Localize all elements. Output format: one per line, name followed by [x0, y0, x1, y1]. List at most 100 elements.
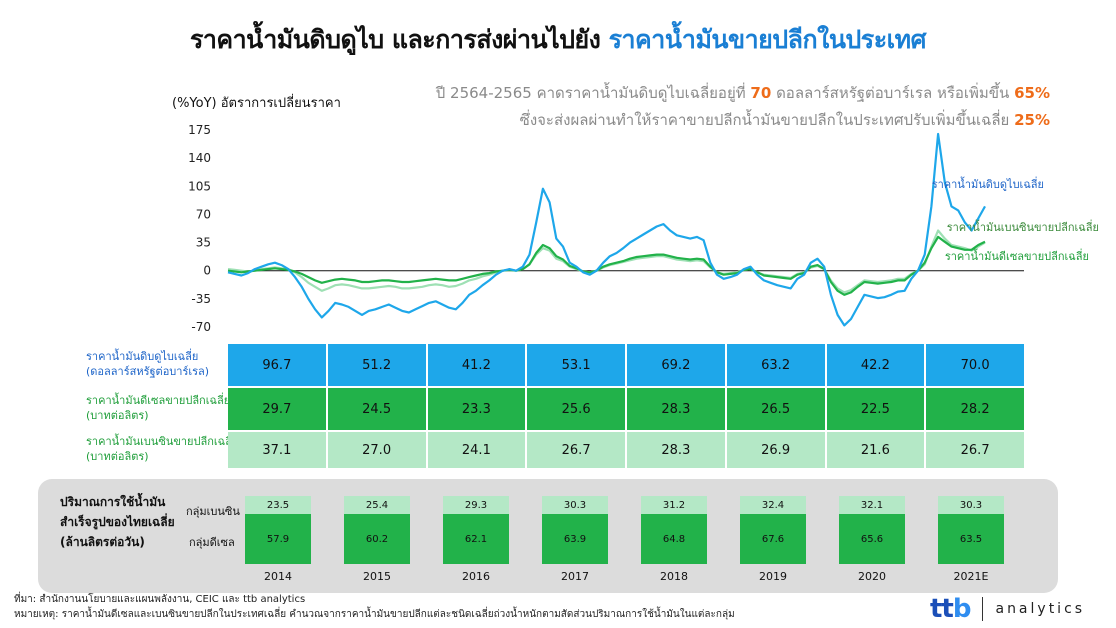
bar-gasoline-value: 30.3 [938, 496, 1004, 514]
consumption-bar: 29.3 62.1 [443, 496, 509, 564]
table-cell: 96.7 [262, 357, 292, 373]
y-tick-label: 105 [188, 179, 211, 193]
row-label-diesel-l2: (บาทต่อลิตร) [86, 409, 149, 422]
segment-label-diesel: กลุ่มดีเซล [189, 536, 235, 549]
table-cell: 26.7 [525, 432, 625, 468]
table-cell: 42.2 [824, 344, 925, 386]
table-cell: 27.0 [325, 432, 426, 468]
table-cell: 26.9 [724, 432, 825, 468]
table-cell: 41.2 [425, 344, 526, 386]
table-cell: 28.3 [625, 388, 725, 430]
year-label: 2015 [363, 570, 391, 583]
y-tick-label: -70 [191, 320, 211, 334]
consumption-bar: 32.1 65.6 [839, 496, 905, 564]
title-part2: ราคาน้ำมันขายปลีกในประเทศ [608, 25, 927, 54]
row-label-gasoline: ราคาน้ำมันเบนซินขายปลีกเฉลี่ย (บาทต่อลิต… [86, 434, 238, 464]
table-cell: 24.5 [325, 388, 426, 430]
logo-brand: ttb [930, 594, 972, 624]
bar-diesel-value: 62.1 [443, 514, 509, 564]
bar-diesel-value: 57.9 [245, 514, 311, 564]
bar-gasoline-value: 23.5 [245, 496, 311, 514]
consumption-bar: 32.4 67.6 [740, 496, 806, 564]
table-cell: 23.3 [425, 388, 526, 430]
consumption-bar: 25.4 60.2 [344, 496, 410, 564]
table-cell: 26.7 [924, 432, 1024, 468]
table-cell: 25.6 [525, 388, 625, 430]
bar-diesel-value: 63.9 [542, 514, 608, 564]
table-cell: 37.1 [262, 442, 292, 458]
year-label: 2016 [462, 570, 490, 583]
consumption-label-l3: (ล้านลิตรต่อวัน) [60, 535, 145, 549]
consumption-label: ปริมาณการใช้น้ำมัน สำเร็จรูปของไทยเฉลี่ย… [60, 492, 175, 552]
y-tick-label: 35 [196, 236, 211, 250]
table-cell: 21.6 [824, 432, 925, 468]
bar-gasoline-value: 31.2 [641, 496, 707, 514]
note1-pre: ปี 2564-2565 คาดราคาน้ำมันดิบดูไบเฉลี่ยอ… [435, 84, 746, 102]
consumption-bar: 31.2 64.8 [641, 496, 707, 564]
row-label-crude: ราคาน้ำมันดิบดูไบเฉลี่ย (ดอลลาร์สหรัฐต่อ… [86, 349, 209, 379]
y-tick-label: 175 [188, 123, 211, 137]
bar-diesel-value: 67.6 [740, 514, 806, 564]
note-line2: ซึ่งจะส่งผลผ่านทำให้ราคาขายปลีกน้ำมันขาย… [520, 108, 1050, 132]
note1-pct: 65% [1014, 84, 1050, 102]
table-cell: 28.3 [625, 432, 725, 468]
note2-pre: ซึ่งจะส่งผลผ่านทำให้ราคาขายปลีกน้ำมันขาย… [519, 111, 1010, 129]
row-label-diesel-l1: ราคาน้ำมันดีเซลขายปลีกเฉลี่ย [86, 394, 231, 407]
consumption-bar: 30.3 63.5 [938, 496, 1004, 564]
logo-subtitle: analytics [995, 601, 1086, 617]
table-cell: 22.5 [824, 388, 925, 430]
consumption-label-l2: สำเร็จรูปของไทยเฉลี่ย [60, 515, 175, 529]
y-tick-label: 70 [196, 207, 211, 221]
bar-gasoline-value: 32.4 [740, 496, 806, 514]
year-label: 2020 [858, 570, 886, 583]
series-line-0 [227, 132, 986, 327]
series-label-2: ราคาน้ำมันดีเซลขายปลีกเฉลี่ย [945, 248, 1089, 263]
series-line-2 [227, 235, 986, 296]
table-cell: 51.2 [325, 344, 426, 386]
table-cell: 29.7 [262, 401, 292, 417]
year-label: 2019 [759, 570, 787, 583]
consumption-bar: 23.5 57.9 [245, 496, 311, 564]
logo-brand-a: tt [930, 594, 954, 624]
footnote: หมายเหตุ: ราคาน้ำมันดีเซลและเบนซินขายปลี… [14, 609, 735, 620]
bar-diesel-value: 60.2 [344, 514, 410, 564]
year-label: 2018 [660, 570, 688, 583]
row-label-diesel: ราคาน้ำมันดีเซลขายปลีกเฉลี่ย (บาทต่อลิตร… [86, 393, 230, 423]
y-axis-label: (%YoY) อัตราการเปลี่ยนราคา [172, 96, 341, 111]
note1-mid: ดอลลาร์สหรัฐต่อบาร์เรล หรือเพิ่มขึ้น [776, 84, 1010, 102]
bar-diesel-value: 65.6 [839, 514, 905, 564]
table-cell: 63.2 [724, 344, 825, 386]
page-title: ราคาน้ำมันดิบดูไบ และการส่งผ่านไปยัง ราค… [0, 20, 1116, 60]
table-cell: 28.2 [924, 388, 1024, 430]
year-label: 2021E [953, 570, 989, 583]
bar-gasoline-value: 32.1 [839, 496, 905, 514]
table-cell: 26.5 [724, 388, 825, 430]
y-tick-label: -35 [191, 292, 211, 306]
year-label: 2014 [264, 570, 292, 583]
consumption-label-l1: ปริมาณการใช้น้ำมัน [60, 495, 166, 509]
series-label-0: ราคาน้ำมันดิบดูไบเฉลี่ย [932, 176, 1044, 191]
row-label-gasoline-l1: ราคาน้ำมันเบนซินขายปลีกเฉลี่ย [86, 435, 239, 448]
consumption-bar: 30.3 63.9 [542, 496, 608, 564]
logo-brand-b: b [952, 594, 972, 624]
table-cell: 69.2 [625, 344, 725, 386]
y-tick-label: 140 [188, 151, 211, 165]
source-note: ที่มา: สำนักงานนโยบายและแผนพลังงาน, CEIC… [14, 594, 306, 605]
year-label: 2017 [561, 570, 589, 583]
logo-divider [982, 597, 984, 621]
bar-gasoline-value: 30.3 [542, 496, 608, 514]
bar-gasoline-value: 29.3 [443, 496, 509, 514]
title-part1: ราคาน้ำมันดิบดูไบ และการส่งผ่านไปยัง [189, 25, 601, 54]
bar-diesel-value: 64.8 [641, 514, 707, 564]
row-label-crude-l2: (ดอลลาร์สหรัฐต่อบาร์เรล) [86, 365, 210, 378]
row-label-gasoline-l2: (บาทต่อลิตร) [86, 450, 149, 463]
table-row-diesel: 29.7 24.5 23.3 25.6 28.3 26.5 22.5 28.2 [228, 388, 1024, 430]
table-row-crude: 96.7 51.2 41.2 53.1 69.2 63.2 42.2 70.0 [228, 344, 1024, 386]
segment-label-gasoline: กลุ่มเบนซิน [186, 505, 240, 518]
bar-diesel-value: 63.5 [938, 514, 1004, 564]
line-chart: 175 140 105 70 35 0 -35 -70 ราคาน้ำมันดิบดูไบเฉล… [188, 123, 1099, 334]
row-label-crude-l1: ราคาน้ำมันดิบดูไบเฉลี่ย [86, 350, 199, 363]
table-cell: 24.1 [425, 432, 526, 468]
y-tick-label: 0 [203, 264, 211, 278]
table-row-gasoline: 37.1 27.0 24.1 26.7 28.3 26.9 21.6 26.7 [228, 432, 1024, 468]
